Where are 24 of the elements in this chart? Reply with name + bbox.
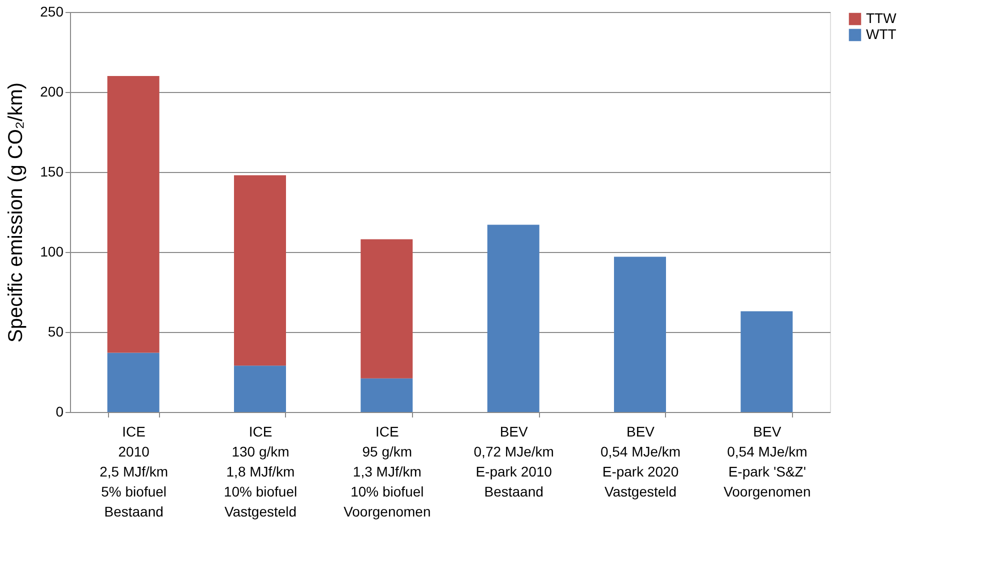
bar (107, 76, 160, 353)
y-tick-label: 250 (40, 4, 64, 20)
y-axis-title: Specific emission (g CO₂/km) (5, 82, 28, 343)
bar (614, 256, 666, 412)
bar (360, 378, 413, 412)
x-tick-label: BEV 0,54 MJe/km E-park 2020 Vastgesteld (600, 424, 681, 500)
bar (360, 239, 413, 378)
bar (234, 366, 286, 412)
legend-label: WTT (866, 26, 897, 42)
x-tick-label: BEV 0,54 MJe/km E-park 'S&Z' Voorgenomen (724, 424, 811, 500)
x-tick-label: ICE 2010 2,5 MJf/km 5% biofuel Bestaand (100, 424, 168, 520)
x-tick-label: ICE 95 g/km 1,3 MJf/km 10% biofuel Voorgenomen (344, 424, 431, 520)
bar (487, 224, 540, 412)
y-tick-label: 100 (40, 244, 64, 260)
y-tick-label: 50 (48, 324, 64, 340)
bar (234, 175, 286, 366)
y-tick-label: 0 (56, 404, 64, 420)
y-tick-label: 150 (40, 164, 64, 180)
bar (107, 352, 160, 412)
legend-label: TTW (866, 10, 898, 26)
x-tick-label: ICE 130 g/km 1,8 MJf/km 10% biofuel Vastgesteld (224, 424, 298, 520)
y-tick-label: 200 (40, 84, 64, 100)
x-tick-label: BEV 0,72 MJe/km E-park 2010 Bestaand (474, 424, 554, 500)
bar (740, 311, 793, 412)
